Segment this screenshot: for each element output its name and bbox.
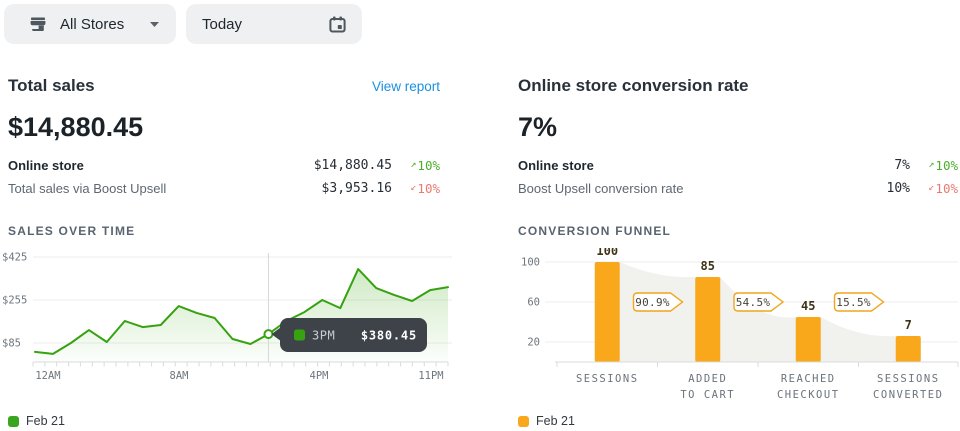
conversion-rate-panel: Online store conversion rate 7% Online s… [518,76,958,238]
svg-text:SESSIONS: SESSIONS [576,373,639,385]
trend-down-icon: ↙ [410,182,417,193]
metric-label: Online store [8,158,84,173]
svg-text:REACHED: REACHED [781,373,836,385]
date-selector-label: Today [202,15,243,33]
svg-text:TO CART: TO CART [680,389,735,401]
svg-text:4PM: 4PM [310,370,329,382]
funnel-chart-legend: Feb 21 [518,414,575,428]
trend-up-icon: ↗ [410,159,417,170]
legend-label: Feb 21 [536,414,575,428]
svg-text:$85: $85 [2,338,21,350]
store-selector-label: All Stores [60,15,125,33]
metric-row-boost-upsell: Boost Upsell conversion rate 10% ↙10% [518,177,958,200]
svg-text:$425: $425 [2,251,27,263]
total-sales-title: Total sales [8,76,95,95]
metric-value: $14,880.45 [313,158,392,173]
legend-swatch-green [8,415,19,427]
svg-text:CHECKOUT: CHECKOUT [777,389,840,401]
metric-value: 10% [886,181,910,196]
chevron-down-icon [149,21,160,28]
svg-text:11PM: 11PM [418,370,443,382]
trend-up-icon: ↗ [928,159,935,170]
svg-text:3PM: 3PM [312,329,335,343]
svg-text:20: 20 [527,337,540,349]
metric-label: Online store [518,158,594,173]
change-percent: 10% [417,181,440,196]
metric-change: ↙10% [910,181,958,196]
total-sales-value: $14,880.45 [8,112,144,142]
store-selector-button[interactable]: All Stores [4,4,176,44]
sales-over-time-chart[interactable]: $425 $255 $85 12AM 8AM 4PM 11PM 3PM $380.45 [0,248,455,390]
svg-text:60: 60 [527,297,540,309]
svg-text:15.5%: 15.5% [836,296,871,309]
change-percent: 10% [935,158,958,173]
sales-over-time-label: SALES OVER TIME [8,224,136,238]
metric-value: 7% [894,158,910,173]
svg-text:100: 100 [596,248,618,258]
metric-row-online-store: Online store 7% ↗10% [518,154,958,177]
svg-text:SESSIONS: SESSIONS [877,373,940,385]
metric-change: ↙10% [392,181,440,196]
svg-text:7: 7 [905,318,912,332]
svg-text:$380.45: $380.45 [361,329,417,343]
calendar-icon [327,14,348,34]
svg-text:100: 100 [521,257,540,269]
svg-text:12AM: 12AM [35,370,60,382]
svg-text:85: 85 [701,259,715,273]
metric-change: ↗10% [392,158,440,173]
legend-label: Feb 21 [26,414,65,428]
metric-row-boost-upsell: Total sales via Boost Upsell $3,953.16 ↙… [8,177,440,200]
legend-swatch-orange [518,415,529,427]
svg-text:CONVERTED: CONVERTED [873,389,943,401]
conversion-rate-title: Online store conversion rate [518,76,749,95]
svg-text:$255: $255 [2,294,27,306]
store-icon [28,14,48,34]
metric-label: Boost Upsell conversion rate [518,181,684,196]
svg-text:ADDED: ADDED [688,373,727,385]
svg-text:45: 45 [801,299,815,313]
view-report-link[interactable]: View report [371,79,440,94]
metric-value: $3,953.16 [321,181,392,196]
conversion-rate-value: 7% [518,112,558,142]
date-selector-button[interactable]: Today [186,4,362,44]
metric-label: Total sales via Boost Upsell [8,181,167,196]
svg-text:54.5%: 54.5% [736,296,771,309]
conversion-funnel-label: CONVERSION FUNNEL [518,224,672,238]
svg-text:90.9%: 90.9% [635,296,670,309]
metric-row-online-store: Online store $14,880.45 ↗10% [8,154,440,177]
svg-text:8AM: 8AM [170,370,189,382]
trend-down-icon: ↙ [928,182,935,193]
sales-chart-legend: Feb 21 [8,414,65,428]
change-percent: 10% [935,181,958,196]
total-sales-panel: Total sales View report $14,880.45 Onlin… [8,76,440,238]
metric-change: ↗10% [910,158,958,173]
change-percent: 10% [417,158,440,173]
conversion-funnel-chart[interactable]: 100 60 20 100 85 45 7 90.9% 54.5% 15.5% SESSIONS AD… [510,248,960,407]
